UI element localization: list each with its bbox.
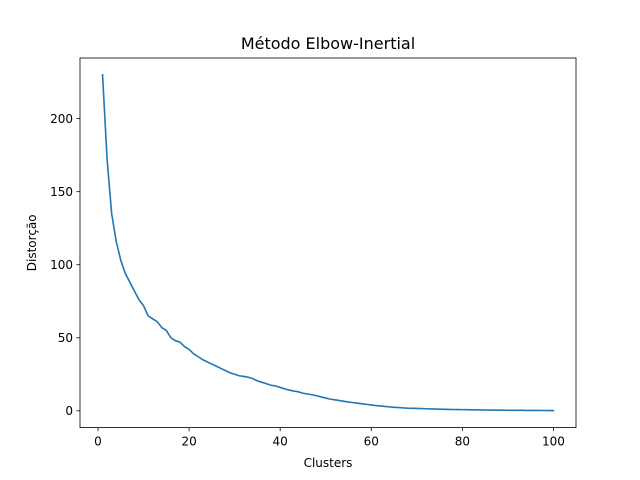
y-axis-label: Distorção — [25, 214, 39, 271]
plot-area — [101, 73, 555, 412]
y-tick-label: 50 — [58, 331, 73, 345]
x-tick-label: 20 — [181, 435, 196, 449]
x-axis: 0 20 40 60 80 100 — [94, 427, 565, 449]
y-axis: 0 50 100 150 200 — [50, 112, 80, 418]
x-tick-label: 100 — [542, 435, 565, 449]
x-tick-label: 0 — [94, 435, 102, 449]
y-tick-label: 100 — [50, 258, 73, 272]
plot-frame — [79, 57, 577, 429]
chart-title: Método Elbow-Inertial — [241, 34, 415, 53]
x-tick-label: 40 — [273, 435, 288, 449]
x-axis-label: Clusters — [304, 456, 353, 470]
y-tick-label: 150 — [50, 185, 73, 199]
series-line-0 — [101, 73, 555, 412]
x-tick-label: 80 — [455, 435, 470, 449]
y-tick-label: 200 — [50, 112, 73, 126]
x-tick-label: 60 — [364, 435, 379, 449]
y-tick-label: 0 — [65, 404, 73, 418]
